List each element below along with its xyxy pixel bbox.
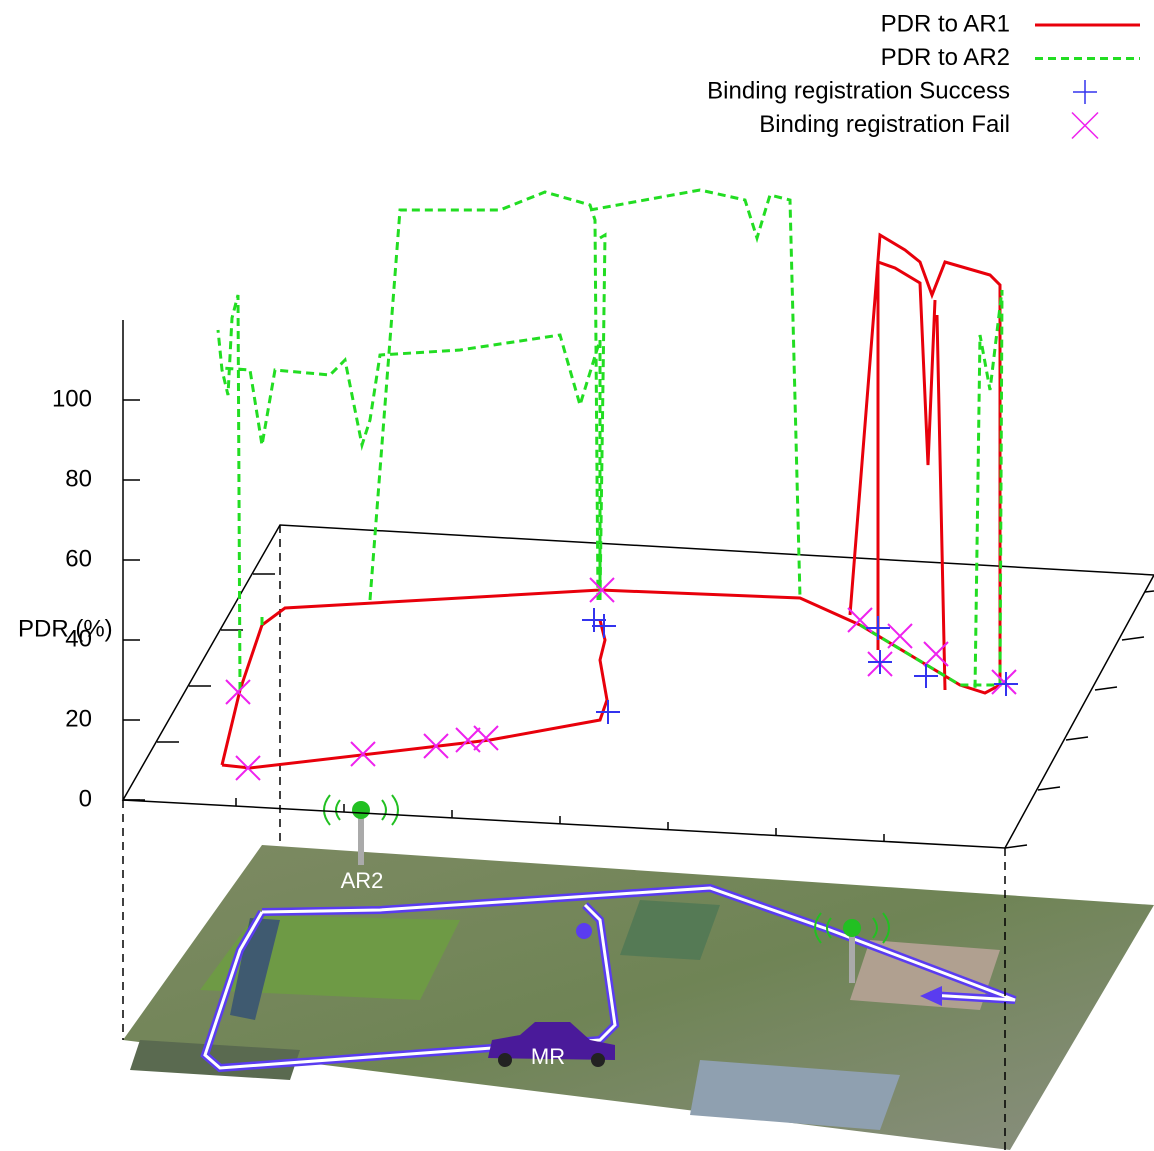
legend-label: PDR to AR2	[881, 44, 1010, 71]
y-tick-label: 20	[65, 705, 92, 732]
markers	[226, 578, 1018, 780]
map-label: MR	[531, 1044, 565, 1069]
legend-label: PDR to AR1	[881, 10, 1010, 37]
y-tick-label: 0	[79, 785, 92, 812]
ar1-floor-path	[222, 590, 1000, 768]
y-tick-label: 80	[65, 465, 92, 492]
fail-markers	[226, 578, 1016, 780]
y-tick-label: 60	[65, 545, 92, 572]
legend-marker	[1072, 113, 1098, 139]
y-tick-label: 100	[52, 385, 92, 412]
chart: 020406080100PDR (%)PDR to AR1PDR to AR2B…	[0, 0, 1154, 1151]
legend-label: Binding registration Fail	[759, 111, 1010, 138]
y-axis-label: PDR (%)	[18, 615, 113, 642]
curves	[218, 190, 1002, 768]
map-label: AR1	[822, 733, 865, 758]
legend-marker	[1073, 80, 1097, 104]
success-markers	[582, 608, 1018, 724]
map-label: AR2	[341, 868, 384, 893]
legend-label: Binding registration Success	[707, 77, 1010, 104]
